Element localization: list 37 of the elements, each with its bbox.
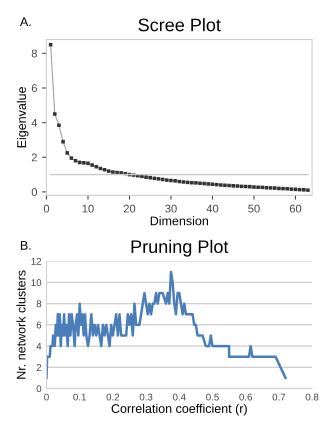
y-tick-label: 12 [32, 258, 42, 265]
x-axis-title: Dimension [150, 216, 208, 226]
chart-title: Scree Plot [138, 18, 221, 32]
y-tick-label: 0 [32, 188, 38, 196]
x-tick-label: 0.7 [272, 394, 286, 401]
x-tick-label: 20 [124, 204, 136, 213]
y-tick-label: 4 [36, 342, 42, 350]
y-tick-label: 8 [36, 300, 42, 308]
text: B. [20, 241, 31, 250]
x-tick-label: 0.5 [206, 394, 219, 401]
x-tick-label: 60 [290, 204, 302, 213]
x-tick-label: 0 [44, 204, 50, 213]
y-tick-label: 2 [32, 154, 37, 162]
x-tick-label: 50 [248, 204, 260, 213]
y-tick-label: 0 [36, 385, 42, 392]
x-tick-label: 40 [206, 204, 218, 213]
x-tick-label: 0 [44, 394, 49, 401]
x-tick-label: 0.1 [73, 394, 86, 401]
x-tick-label: 0.4 [172, 394, 186, 401]
x-tick-label: 0.8 [306, 394, 318, 401]
y-axis-title: Eigenvalue [16, 87, 28, 148]
y-tick-label: 4 [32, 119, 38, 127]
y-tick-label: 6 [32, 84, 37, 92]
y-tick-label: 2 [36, 364, 42, 371]
text: A. [20, 17, 31, 26]
x-axis-title: Correlation coefficient (r) [112, 404, 247, 416]
x-tick-label: 0.2 [106, 394, 120, 401]
x-tick-label: 0.3 [140, 394, 152, 401]
chart-title: Pruning Plot [132, 240, 228, 257]
x-tick-label: 0.6 [239, 394, 252, 401]
y-tick-label: 8 [32, 50, 37, 58]
y-tick-label: 10 [32, 279, 42, 286]
y-tick-label: 6 [36, 322, 42, 328]
x-tick-label: 30 [165, 204, 177, 213]
y-axis-title: Nr. network clusters [16, 270, 26, 379]
line-series [46, 270, 287, 380]
x-tick-label: 10 [82, 204, 94, 213]
